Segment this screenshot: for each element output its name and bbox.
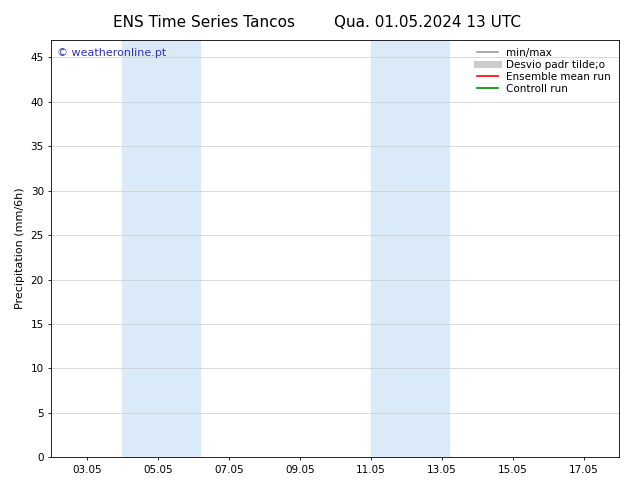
Bar bbox=[371, 40, 449, 457]
Text: ENS Time Series Tancos        Qua. 01.05.2024 13 UTC: ENS Time Series Tancos Qua. 01.05.2024 1… bbox=[113, 15, 521, 30]
Text: © weatheronline.pt: © weatheronline.pt bbox=[57, 48, 166, 58]
Y-axis label: Precipitation (mm/6h): Precipitation (mm/6h) bbox=[15, 188, 25, 309]
Bar bbox=[122, 40, 200, 457]
Legend: min/max, Desvio padr tilde;o, Ensemble mean run, Controll run: min/max, Desvio padr tilde;o, Ensemble m… bbox=[474, 45, 614, 97]
